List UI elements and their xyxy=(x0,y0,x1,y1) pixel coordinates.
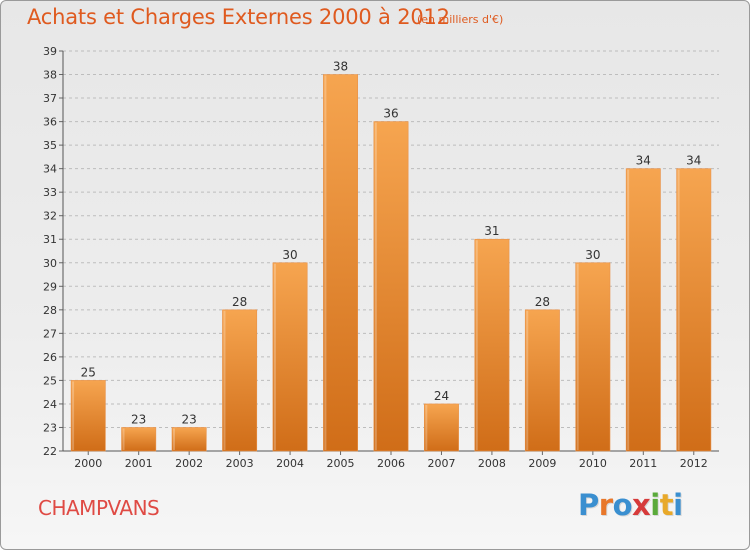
y-tick-label: 30 xyxy=(43,257,57,270)
logo-letter: i xyxy=(673,488,683,522)
y-tick-label: 34 xyxy=(43,163,57,176)
bar-value-label: 34 xyxy=(686,154,701,168)
bar-highlight xyxy=(172,428,175,450)
bar-highlight xyxy=(324,75,327,450)
town-name: CHAMPVANS xyxy=(38,496,160,520)
bar-highlight xyxy=(627,169,630,450)
y-tick-label: 29 xyxy=(43,280,57,293)
bar-value-label: 23 xyxy=(131,412,146,426)
bar[interactable] xyxy=(323,74,358,452)
bar[interactable] xyxy=(171,427,207,452)
bar-value-label: 23 xyxy=(182,412,197,426)
bar-highlight xyxy=(475,240,478,450)
logo-letter: P xyxy=(578,488,599,522)
bar-highlight xyxy=(273,263,276,450)
x-tick-label: 2004 xyxy=(276,457,304,470)
bar-highlight xyxy=(223,310,226,450)
y-tick-label: 33 xyxy=(43,186,57,199)
bar-value-label: 24 xyxy=(434,389,449,403)
bar[interactable] xyxy=(424,403,459,452)
bar-value-label: 36 xyxy=(383,107,398,121)
chart-title: Achats et Charges Externes 2000 à 2012 xyxy=(27,5,450,29)
bar-value-label: 28 xyxy=(232,295,247,309)
bar[interactable] xyxy=(524,309,560,452)
bar[interactable] xyxy=(676,168,712,452)
proxiti-logo[interactable]: Proxiti xyxy=(578,488,683,522)
bar[interactable] xyxy=(575,262,611,452)
bar[interactable] xyxy=(70,380,106,452)
bar-value-label: 31 xyxy=(484,224,499,238)
y-tick-label: 25 xyxy=(43,374,57,387)
y-tick-label: 24 xyxy=(43,398,57,411)
y-tick-label: 32 xyxy=(43,210,57,223)
bar-value-label: 30 xyxy=(282,248,297,262)
y-tick-label: 31 xyxy=(43,233,57,246)
labels: 22 23 24 25 26 27 28 29 30 31 32 33 34 35 36 37 38 39 25 20… xyxy=(43,45,708,470)
y-tick-label: 37 xyxy=(43,92,57,105)
logo-letter: r xyxy=(598,488,613,522)
y-tick-label: 38 xyxy=(43,69,57,82)
bar[interactable] xyxy=(474,238,510,452)
bar-highlight xyxy=(526,310,529,450)
x-tick-label: 2008 xyxy=(478,457,506,470)
bar-highlight xyxy=(72,381,75,450)
bar[interactable] xyxy=(222,309,258,452)
bar-value-label: 38 xyxy=(333,60,348,74)
bar[interactable] xyxy=(121,427,157,452)
bar[interactable] xyxy=(373,121,409,452)
y-tick-label: 36 xyxy=(43,116,57,129)
bar-value-label: 28 xyxy=(535,295,550,309)
x-tick-label: 2012 xyxy=(680,457,708,470)
bar-value-label: 30 xyxy=(585,248,600,262)
x-tick-label: 2000 xyxy=(74,457,102,470)
y-tick-label: 28 xyxy=(43,304,57,317)
bar-value-label: 25 xyxy=(81,365,96,379)
x-tick-label: 2003 xyxy=(226,457,254,470)
x-tick-label: 2010 xyxy=(579,457,607,470)
x-tick-label: 2009 xyxy=(528,457,556,470)
logo-letter: t xyxy=(659,488,674,522)
logo-letter: x xyxy=(632,488,651,522)
bar[interactable] xyxy=(272,262,308,452)
logo-letter: o xyxy=(612,488,633,522)
y-tick-label: 26 xyxy=(43,351,57,364)
x-tick-label: 2001 xyxy=(125,457,153,470)
chart-unit: (en milliers d'€) xyxy=(417,13,504,26)
bar-highlight xyxy=(677,169,680,450)
y-tick-label: 23 xyxy=(43,421,57,434)
x-tick-label: 2002 xyxy=(175,457,203,470)
y-tick-label: 22 xyxy=(43,445,57,458)
bar-highlight xyxy=(374,122,377,451)
bar-highlight xyxy=(122,428,125,450)
x-tick-label: 2005 xyxy=(327,457,355,470)
bar-value-label: 34 xyxy=(636,154,651,168)
y-tick-label: 35 xyxy=(43,139,57,152)
bar-highlight xyxy=(576,263,579,450)
x-tick-label: 2011 xyxy=(629,457,657,470)
bar[interactable] xyxy=(625,168,661,452)
bar-highlight xyxy=(425,404,428,450)
x-tick-label: 2006 xyxy=(377,457,405,470)
logo-letter: i xyxy=(650,488,660,522)
bars xyxy=(70,74,712,452)
x-tick-label: 2007 xyxy=(427,457,455,470)
y-tick-label: 39 xyxy=(43,45,57,58)
y-tick-label: 27 xyxy=(43,327,57,340)
